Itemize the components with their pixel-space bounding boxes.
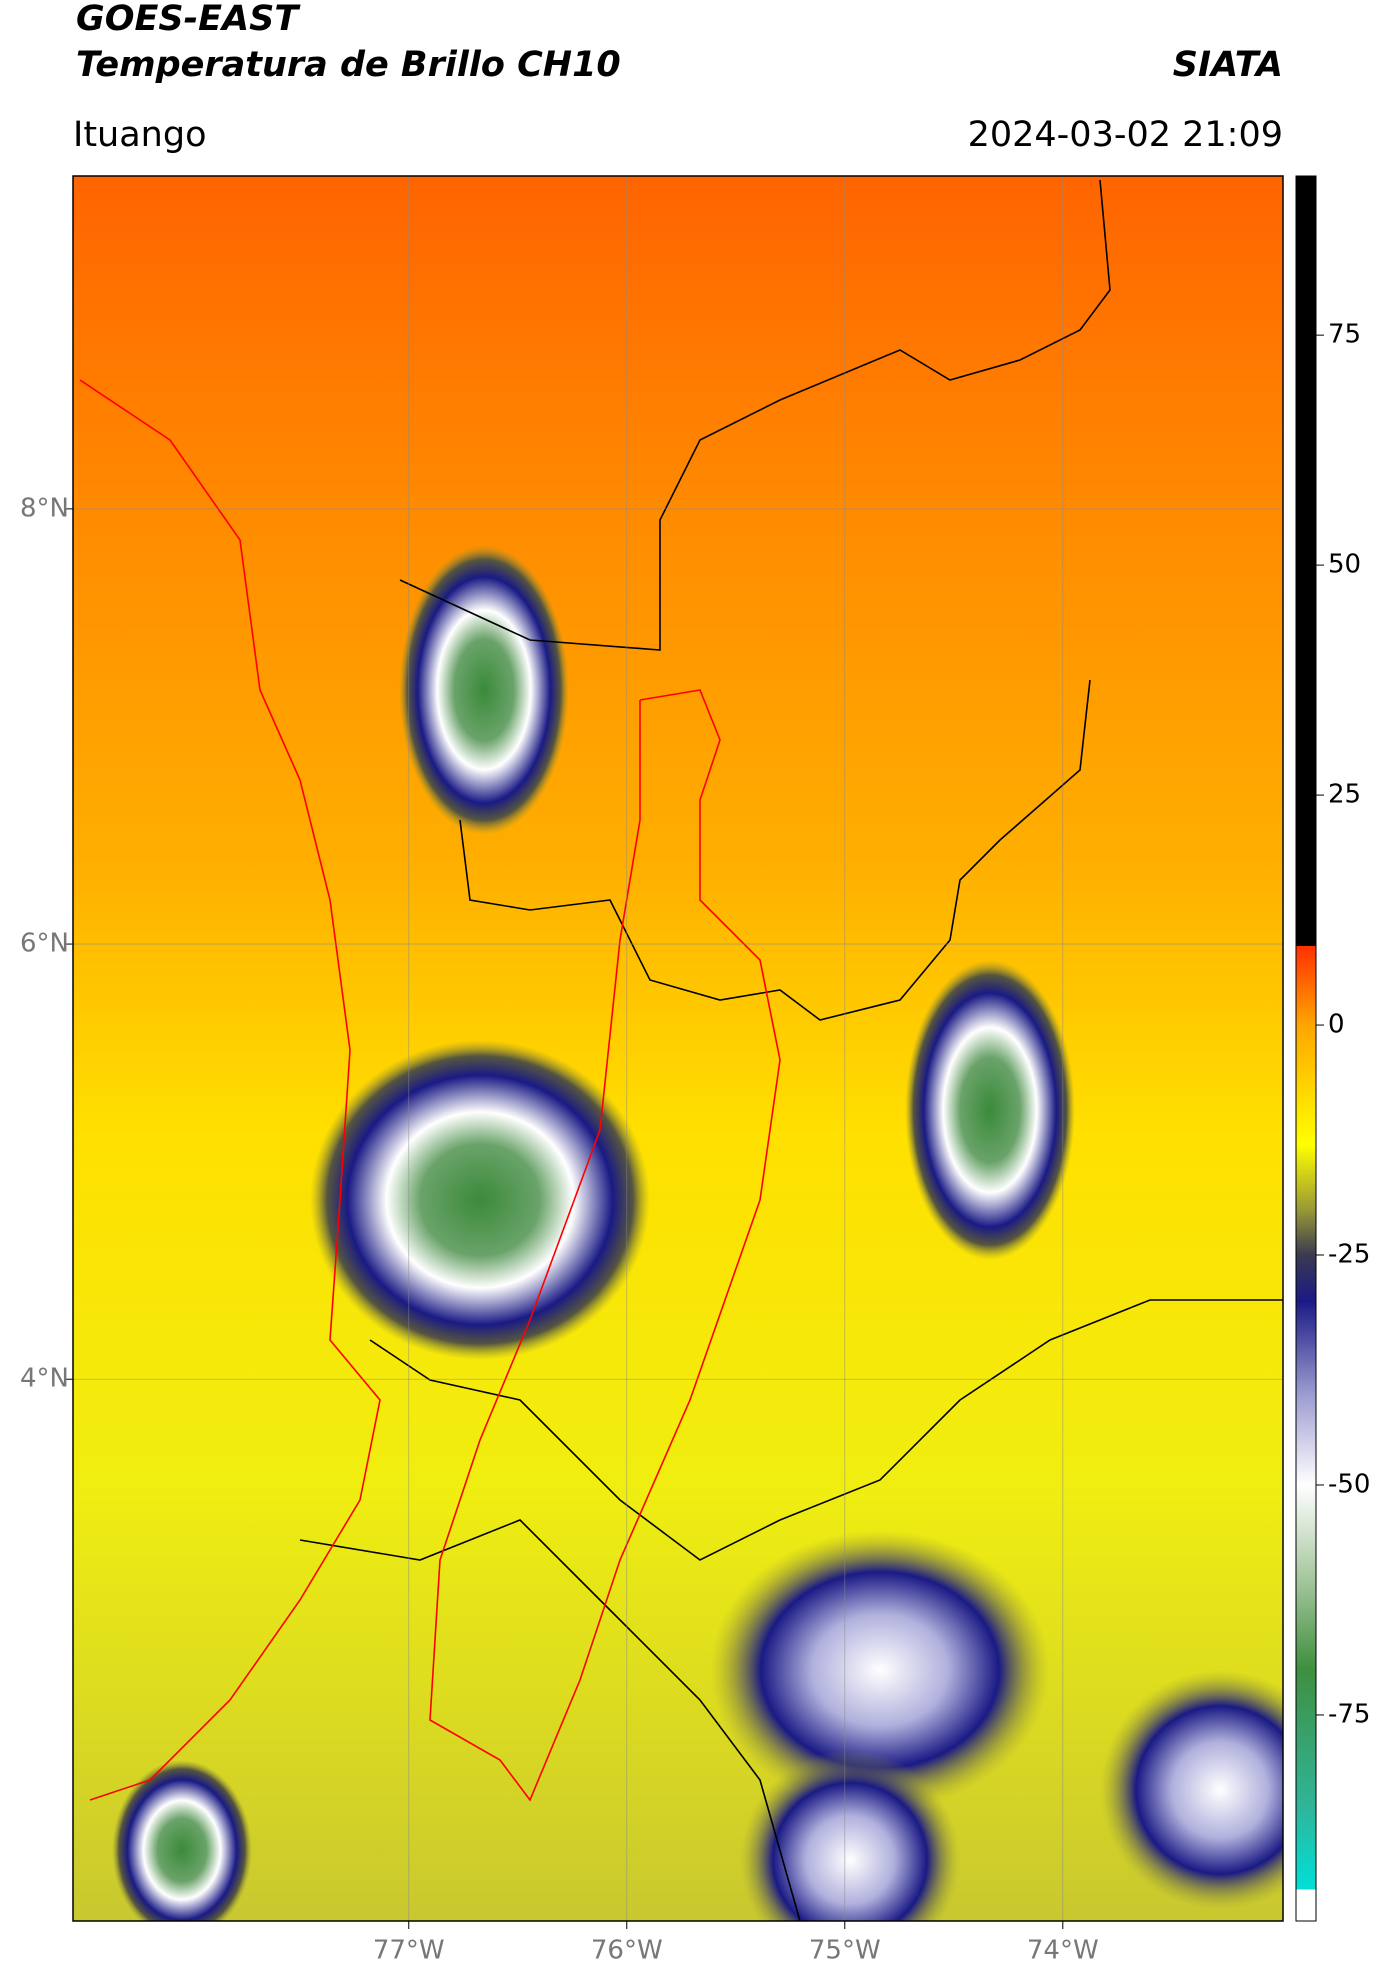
lon-tick-label: 74°W	[1027, 1936, 1099, 1966]
lon-tick-label: 76°W	[591, 1936, 663, 1966]
boundary	[369, 1299, 1283, 1561]
cloud	[905, 960, 1075, 1260]
colorbar-tick-label: 0	[1328, 1010, 1345, 1040]
cloud	[399, 545, 569, 835]
cloud	[112, 1760, 252, 1921]
colorbar-tick-label: 25	[1328, 780, 1361, 810]
map	[73, 176, 1283, 1921]
cloud	[1100, 1670, 1283, 1910]
cloud	[310, 1040, 650, 1360]
boundary	[299, 1519, 801, 1921]
lat-tick-label: 6°N	[20, 929, 69, 959]
agency: SIATA	[1173, 45, 1283, 85]
colorbar-tick-label: 75	[1328, 320, 1361, 350]
boundary	[459, 679, 1091, 1021]
lat-tick-label: 8°N	[20, 493, 69, 523]
map-frame	[72, 175, 1284, 1922]
timestamp: 2024-03-02 21:09	[968, 115, 1283, 155]
cloud	[710, 1530, 1050, 1810]
location: Ituango	[73, 115, 207, 155]
map-background	[73, 176, 1283, 1921]
lon-tick-label: 75°W	[809, 1936, 881, 1966]
lon-tick-label: 77°W	[373, 1936, 445, 1966]
colorbar-tick-label: 50	[1328, 550, 1361, 580]
boundary	[399, 179, 1111, 651]
coastline	[79, 379, 381, 1801]
colorbar-tick-label: -75	[1328, 1699, 1370, 1729]
basin	[429, 689, 781, 1802]
product: Temperatura de Brillo CH10	[76, 45, 621, 85]
satellite: GOES-EAST	[76, 0, 301, 39]
cloud	[740, 1750, 960, 1921]
colorbar-tick-label: -50	[1328, 1469, 1370, 1499]
colorbar	[1295, 175, 1317, 1922]
colorbar-tick-label: -25	[1328, 1240, 1370, 1270]
lat-tick-label: 4°N	[20, 1364, 69, 1394]
